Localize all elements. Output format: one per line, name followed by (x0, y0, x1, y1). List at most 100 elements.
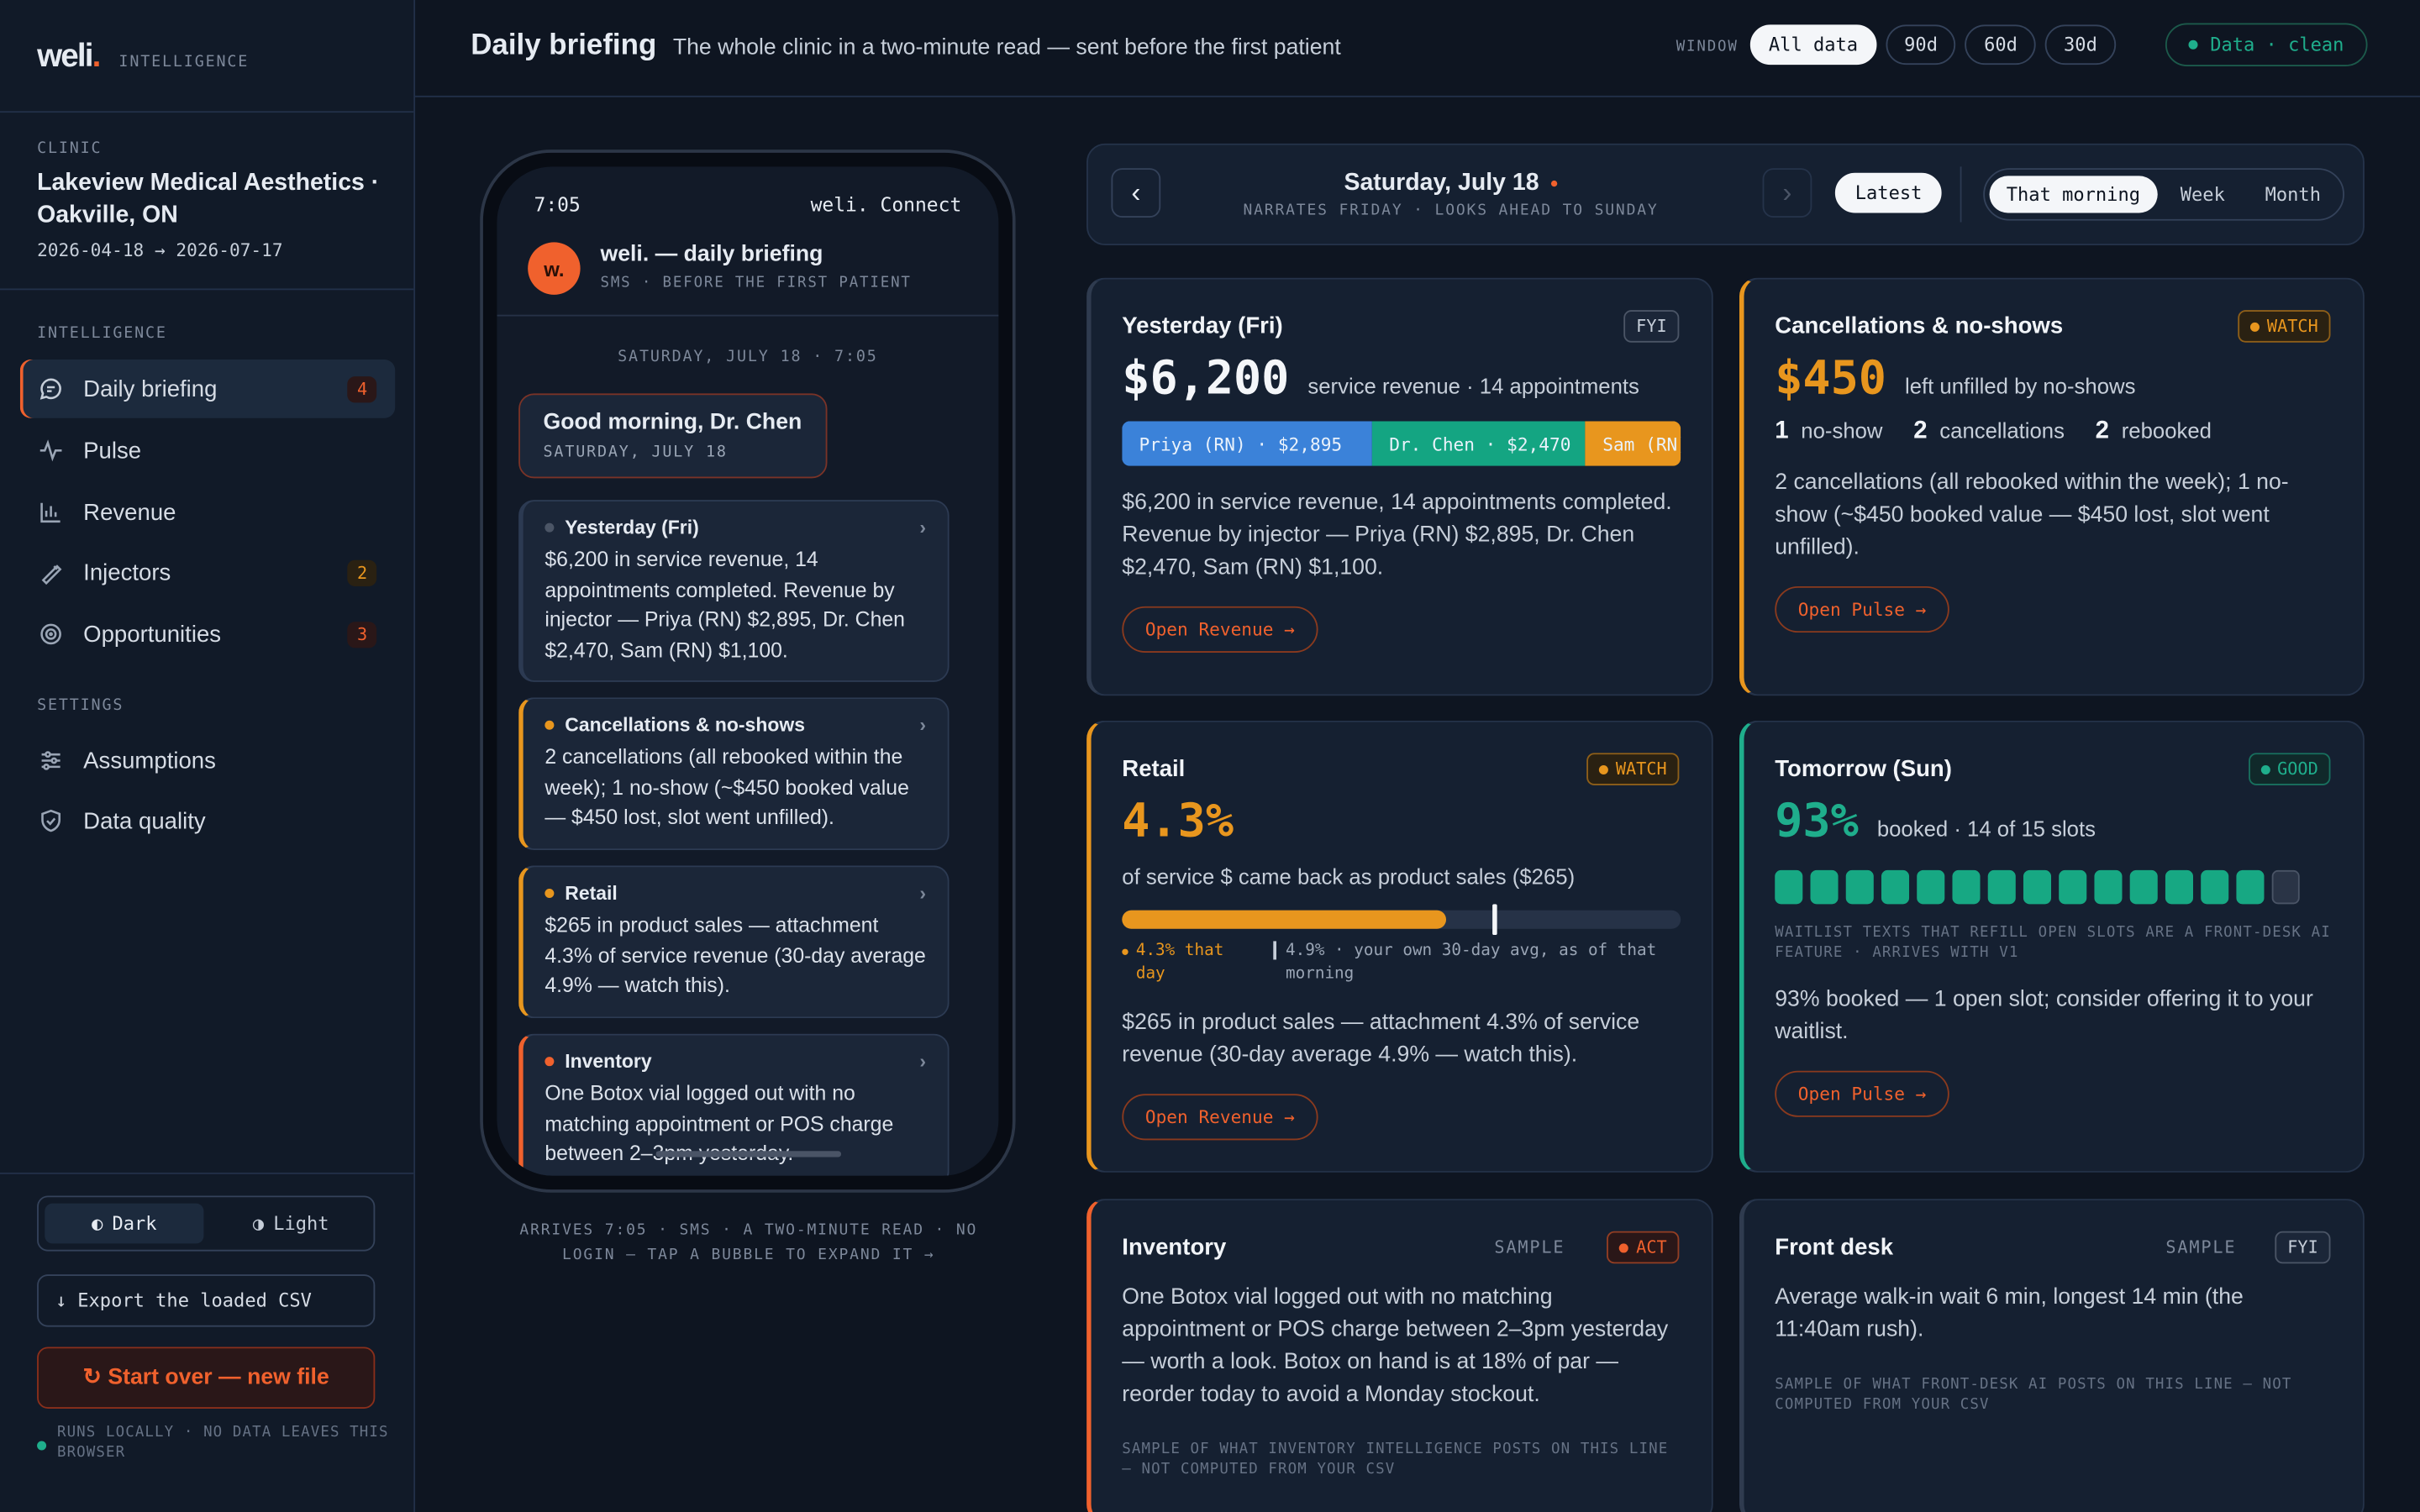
card-body: 2 cancellations (all rebooked within the… (1775, 470, 2289, 560)
stat: 2 rebooked (2096, 418, 2212, 446)
nav-item[interactable]: Pulse (20, 421, 395, 480)
window-option[interactable]: 90d (1886, 24, 1957, 66)
message-bubble[interactable]: Retail › $265 in product sales — attachmen… (518, 865, 950, 1018)
gauge-track (1122, 904, 1681, 936)
status-dot (37, 1441, 47, 1451)
nav-badge: 4 (347, 375, 377, 402)
headline: $450 left unfilled by no-shows (1775, 352, 2332, 406)
greeting-bubble[interactable]: Good morning, Dr. Chen SATURDAY, JULY 18 (518, 393, 827, 479)
divider (0, 111, 414, 113)
legend-label: 4.9% · your own 30-day avg, as of that m… (1286, 941, 1657, 984)
bubble-head: Inventory › (544, 1051, 926, 1073)
phone-screen: 7:05 weli. Connect w. weli. — daily brie… (497, 166, 999, 1176)
chevron: › (919, 714, 927, 737)
chevron: › (919, 1050, 927, 1073)
card-note: WAITLIST TEXTS THAT REFILL OPEN SLOTS AR… (1775, 924, 2331, 962)
sample-label: SAMPLE (1494, 1237, 1565, 1257)
window-option[interactable]: 30d (2044, 24, 2116, 66)
stat-label: rebooked (2121, 417, 2212, 444)
bubble-text: One Botox vial logged out with no matchi… (544, 1081, 894, 1165)
message-bubble[interactable]: Cancellations & no-shows › 2 cancellations… (518, 697, 950, 850)
bubble-title: Yesterday (Fri) (565, 517, 699, 539)
start-over-label: Start over — new file (108, 1365, 329, 1390)
nav-label: Daily briefing (83, 375, 218, 402)
bubble-head: Cancellations & no-shows › (544, 714, 926, 736)
next-button[interactable]: › (1762, 168, 1812, 218)
window-option[interactable]: All data (1749, 24, 1877, 66)
bubble-title: Inventory (565, 1050, 652, 1073)
nav-label: Pulse (83, 437, 142, 464)
nav-item[interactable]: Revenue (20, 483, 395, 542)
tone-dot (1598, 764, 1608, 774)
date-label: Saturday, July 18 (1344, 170, 1539, 197)
tag-label: WATCH (1615, 759, 1667, 780)
brand: weli. (37, 38, 101, 76)
phone: 7:05 weli. Connect w. weli. — daily brie… (480, 150, 1016, 1193)
slot (2059, 869, 2087, 905)
chevron: › (919, 517, 927, 539)
window-option[interactable]: 60d (1965, 24, 2036, 66)
card-tag: FYI (1623, 310, 1680, 343)
data-status: Data · clean (2165, 23, 2368, 66)
nav-date: Saturday, July 18 (1243, 170, 1660, 197)
card-title: Retail (1122, 756, 1186, 783)
range-option[interactable]: Month (2265, 183, 2321, 206)
tone-dot (544, 720, 555, 730)
nav-label: Injectors (83, 559, 171, 586)
card-action[interactable]: Open Revenue → (1122, 1094, 1318, 1141)
divider (497, 314, 999, 317)
legend-value: 4.3% that day (1122, 940, 1251, 986)
card-body: $265 in product sales — attachment 4.3% … (1122, 1011, 1640, 1068)
card-action[interactable]: Open Revenue → (1122, 606, 1318, 653)
slot (2271, 869, 2300, 905)
action-wrap: Open Revenue → (1122, 606, 1681, 653)
card-body: Average walk-in wait 6 min, longest 14 m… (1775, 1285, 2244, 1342)
card-action[interactable]: Open Pulse → (1775, 1070, 1949, 1117)
card-tag: WATCH (2238, 310, 2331, 343)
brand-name: weli (37, 38, 93, 75)
nav-badge: 2 (347, 559, 377, 586)
card-body: $6,200 in service revenue, 14 appointmen… (1122, 491, 1672, 580)
tone-dot (1618, 1242, 1628, 1252)
briefing-card: Front desk SAMPLE FYI Average walk-in wait … (1739, 1199, 2365, 1512)
nav-item[interactable]: Opportunities 3 (20, 605, 395, 664)
theme-dark[interactable]: ◐ Dark (45, 1203, 204, 1244)
theme-light[interactable]: ◑ Light (252, 1212, 329, 1235)
headline-note: service revenue · 14 appointments (1307, 373, 1639, 398)
range-option[interactable]: Week (2180, 183, 2225, 206)
theme-label: Light (273, 1212, 329, 1235)
card-tag: GOOD (2248, 753, 2331, 785)
page-subtitle: The whole clinic in a two-minute read — … (672, 35, 1341, 60)
message-bubble[interactable]: Yesterday (Fri) › $6,200 in service revenu… (518, 500, 950, 682)
nav-item[interactable]: Assumptions (20, 732, 395, 790)
nav-label: Data quality (83, 807, 206, 834)
bubble-title: Retail (565, 882, 618, 905)
slot (1845, 869, 1874, 905)
message-bubble[interactable]: Inventory › One Botox vial logged out with… (518, 1033, 950, 1176)
nav-item[interactable]: Daily briefing 4 (19, 359, 396, 418)
bar-segment: Priya (RN) · $2,895 (1122, 421, 1373, 466)
greeting: Good morning, Dr. Chen (543, 410, 802, 435)
nav-item[interactable]: Injectors 2 (20, 543, 395, 602)
nav-item[interactable]: Data quality (20, 791, 395, 850)
avatar: w. (528, 242, 581, 295)
card-action[interactable]: Open Pulse → (1775, 585, 1949, 633)
briefing-card: Yesterday (Fri) FYI $6,200 service revenue … (1086, 277, 1713, 696)
phone-carrier: weli. Connect (810, 192, 962, 217)
divider (0, 1172, 414, 1174)
sender-sub: SMS · BEFORE THE FIRST PATIENT (600, 274, 912, 292)
prev-button[interactable]: ‹ (1111, 168, 1161, 218)
action-wrap: Open Revenue → (1122, 1094, 1681, 1141)
card-note: SAMPLE OF WHAT INVENTORY INTELLIGENCE PO… (1122, 1441, 1669, 1478)
range-option[interactable]: That morning (1989, 176, 2158, 213)
tone-dot (544, 888, 555, 898)
phone-caption: ARRIVES 7:05 · SMS · A TWO-MINUTE READ ·… (519, 1221, 978, 1264)
revenue-bar: Priya (RN) · $2,895 Dr. Chen · $2,470 Sam … (1122, 421, 1681, 466)
home-indicator (655, 1151, 842, 1158)
headline-value: $450 (1775, 351, 1886, 407)
latest-button[interactable]: Latest (1834, 172, 1943, 213)
export-button[interactable]: ↓ Export the loaded CSV (37, 1274, 376, 1327)
slot (1917, 869, 1945, 905)
start-over-button[interactable]: ↻ Start over — new file (37, 1347, 376, 1409)
range-selector: That morning Week Month (1983, 168, 2344, 221)
